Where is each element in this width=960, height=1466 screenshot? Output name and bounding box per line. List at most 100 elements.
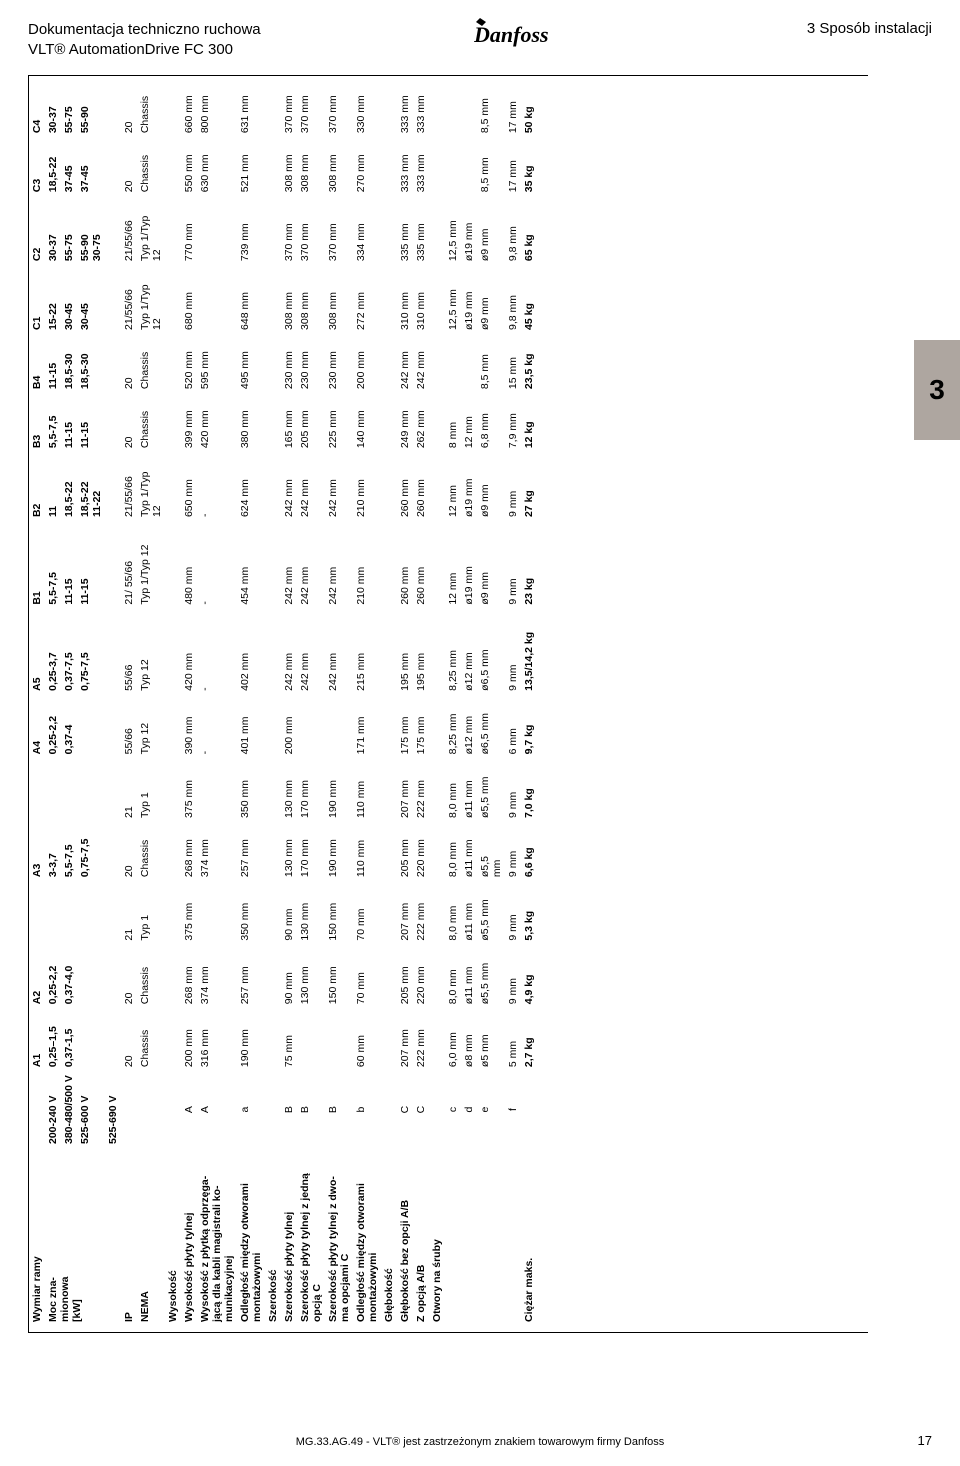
val: 207 mm <box>397 881 413 945</box>
power-val: 0,25–1,5 <box>45 1008 61 1071</box>
power-val <box>105 881 121 1008</box>
val: 595 mm <box>197 334 237 393</box>
section-Wysokość: Wysokość <box>165 78 181 1326</box>
val: 334 mm <box>353 196 381 265</box>
val: 9 mm <box>505 609 521 695</box>
val: 230 mm <box>297 334 325 393</box>
row-label: Odległość między otworamimontażowymi <box>353 1148 381 1326</box>
power-val: 0,37-1,5 <box>61 1008 77 1071</box>
val: 17 mm <box>505 78 521 137</box>
val: 650 mm <box>181 452 197 521</box>
power-val: 18,5-2211-22 <box>77 452 105 521</box>
val: 9,8 mm <box>505 196 521 265</box>
val: ø12 mm <box>461 695 477 759</box>
col-A3: A3 <box>29 758 45 881</box>
val: 210 mm <box>353 521 381 609</box>
val: 130 mm <box>297 945 325 1009</box>
val: 4,9 kg <box>521 945 537 1009</box>
nema-val: Typ 1 <box>137 881 165 945</box>
row-code: e <box>477 1071 505 1148</box>
row-label <box>477 1148 505 1326</box>
val: 260 mm <box>397 521 413 609</box>
cell <box>29 1071 45 1148</box>
row-label: Głębokość bez opcji A/B <box>397 1148 413 1326</box>
row-label <box>445 1148 461 1326</box>
val: ø9 mm <box>477 452 505 521</box>
row-code: B <box>297 1071 325 1148</box>
val: ø19 mm <box>461 196 477 265</box>
power-val: 0,37-4 <box>61 695 77 759</box>
val: 242 mm <box>325 521 353 609</box>
val: 370 mm <box>297 196 325 265</box>
col-A4: A4 <box>29 695 45 759</box>
nema-val: Typ 12 <box>137 609 165 695</box>
val: 9,7 kg <box>521 695 537 759</box>
power-val <box>105 78 121 137</box>
ip-val: 55/66 <box>121 609 137 695</box>
nema-val: Typ 1/Typ12 <box>137 452 165 521</box>
col-C1: C1 <box>29 265 45 334</box>
val: 8,5 mm <box>477 334 505 393</box>
val: 220 mm <box>413 822 429 881</box>
val: 12,5 mm <box>445 265 461 334</box>
val: 175 mm <box>413 695 429 759</box>
power-val: 18,5-30 <box>61 334 77 393</box>
val: 420 mm <box>181 609 197 695</box>
val: 268 mm <box>181 945 197 1009</box>
nema-label: NEMA <box>137 1148 165 1326</box>
val: 308 mm <box>297 137 325 196</box>
val <box>297 1008 325 1071</box>
row-label <box>461 1148 477 1326</box>
power-val: 55-75 <box>61 78 77 137</box>
val: 660 mm <box>181 78 197 137</box>
col-B2: B2 <box>29 452 45 521</box>
val: 333 mm <box>397 78 413 137</box>
nema-val: Chassis <box>137 334 165 393</box>
ip-val: 21/ 55/66 <box>121 521 137 609</box>
val: 190 mm <box>325 822 353 881</box>
power-val <box>77 695 105 759</box>
cell <box>121 1071 137 1148</box>
val: 23,5 kg <box>521 334 537 393</box>
val: 8,0 mm <box>445 758 461 822</box>
val: 308 mm <box>297 265 325 334</box>
row-label <box>505 1148 521 1326</box>
val: 17 mm <box>505 137 521 196</box>
row-code <box>521 1071 537 1148</box>
ip-val: 21/55/66 <box>121 265 137 334</box>
row-label: Z opcją A/B <box>413 1148 429 1326</box>
val: 550 mm <box>181 137 197 196</box>
power-val: 18,5-30 <box>77 334 105 393</box>
power-val: 11-15 <box>45 334 61 393</box>
row-code: C <box>413 1071 429 1148</box>
val: ø6,5 mm <box>477 695 505 759</box>
val: - <box>197 521 237 609</box>
val: 110 mm <box>353 822 381 881</box>
row-code: B <box>281 1071 297 1148</box>
val: 225 mm <box>325 393 353 452</box>
val <box>461 334 477 393</box>
val: 401 mm <box>237 695 265 759</box>
val <box>461 137 477 196</box>
val: 13,5/14,2 kg <box>521 609 537 695</box>
val: 27 kg <box>521 452 537 521</box>
ip-val: 21/55/66 <box>121 452 137 521</box>
val: 165 mm <box>281 393 297 452</box>
val: 330 mm <box>353 78 381 137</box>
col-A2: A2 <box>29 881 45 1008</box>
row-label: Wysokość z płytką odprzęga-jącą dla kabl… <box>197 1148 237 1326</box>
val: 631 mm <box>237 78 265 137</box>
val: 521 mm <box>237 137 265 196</box>
col-A1: A1 <box>29 1008 45 1071</box>
power-val: 11 <box>45 452 61 521</box>
val: 370 mm <box>281 196 297 265</box>
nema-val: Chassis <box>137 822 165 881</box>
power-val: 5,5-7,5 <box>45 393 61 452</box>
val: 5 mm <box>505 1008 521 1071</box>
val: 60 mm <box>353 1008 381 1071</box>
val: 739 mm <box>237 196 265 265</box>
section-title: 3 Sposób instalacji <box>807 20 932 37</box>
row-label: Szerokość płyty tylnej z dwo-ma opcjami … <box>325 1148 353 1326</box>
doc-title-2: VLT® AutomationDrive FC 300 <box>28 40 261 60</box>
val: 220 mm <box>413 945 429 1009</box>
